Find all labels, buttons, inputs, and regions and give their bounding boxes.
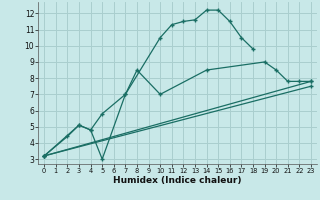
X-axis label: Humidex (Indice chaleur): Humidex (Indice chaleur): [113, 176, 242, 185]
